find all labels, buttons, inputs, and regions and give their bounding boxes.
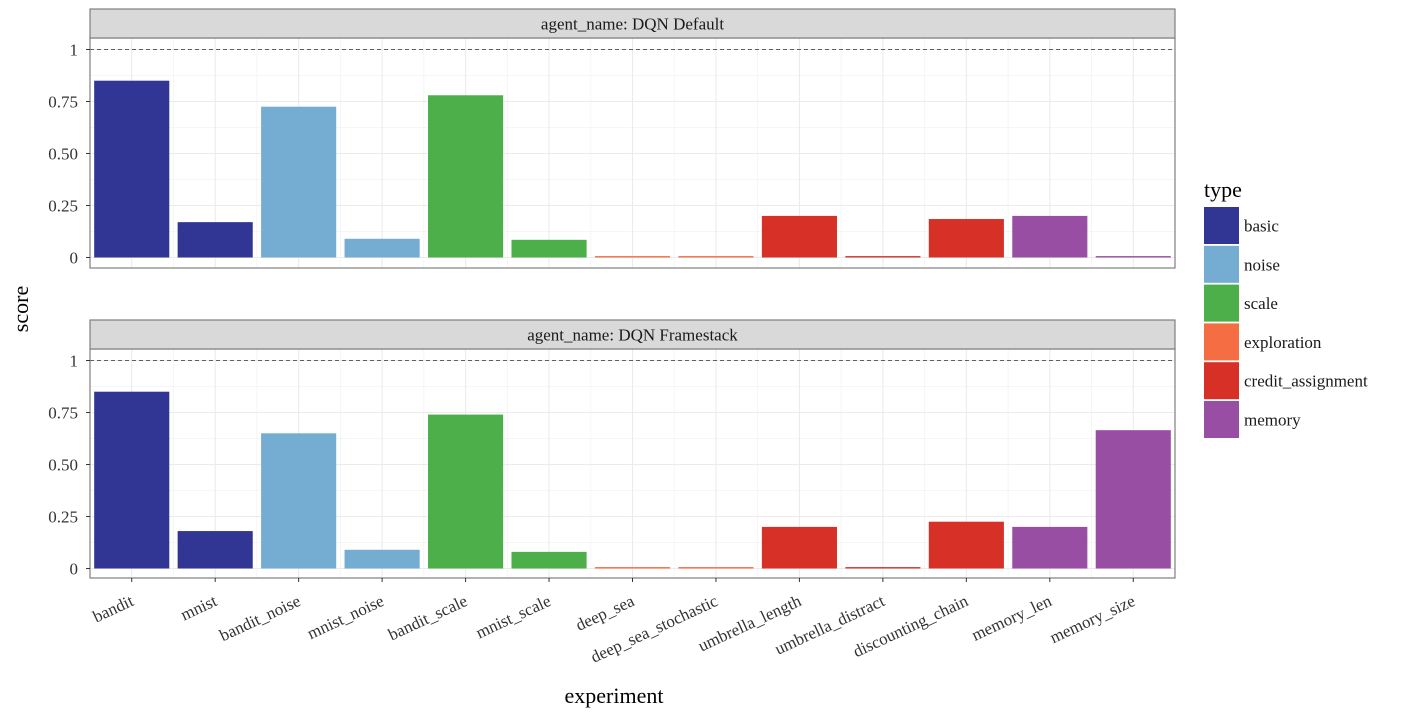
y-axis-title: score [8, 286, 33, 332]
bar-memory_len [1012, 526, 1088, 569]
bar-deep_sea [594, 256, 671, 258]
x-tick-label: mnist_noise [304, 591, 387, 643]
bar-mnist_scale [511, 551, 587, 569]
bar-mnist_noise [344, 238, 420, 258]
legend-item-noise: noise [1204, 245, 1280, 283]
bar-mnist_noise [344, 549, 420, 569]
bar-umbrella_distract [845, 256, 921, 258]
bar-deep_sea_stochastic [678, 256, 754, 258]
y-tick-label: 0.25 [48, 197, 78, 216]
y-tick-label: 1 [70, 41, 79, 60]
facet-strip [89, 319, 1176, 350]
x-tick-label: memory_size [1047, 591, 1138, 647]
facet-panel: agent_name: DQN Framestack 0 0.25 0.50 0.75 1 [48, 319, 1176, 579]
panels: agent_name: DQN Default00.250.500.751age… [48, 8, 1176, 579]
legend-swatch [1204, 362, 1239, 400]
bar-discounting_chain [928, 219, 1004, 258]
legend-swatch [1204, 323, 1239, 361]
x-tick-label: bandit [90, 591, 137, 626]
y-tick-label: 0.50 [48, 145, 78, 164]
x-tick-label: mnist [178, 591, 221, 624]
bar-memory_size [1095, 430, 1171, 569]
bar-bandit_noise [261, 106, 337, 258]
legend-label: noise [1244, 255, 1280, 274]
bar-umbrella_length [761, 215, 837, 258]
y-tick-label: 0.75 [48, 93, 78, 112]
legend-item-credit_assignment: credit_assignment [1204, 362, 1368, 400]
facet-strip [89, 8, 1176, 39]
y-tick-label: 0.50 [48, 456, 78, 475]
x-tick-label: bandit_noise [217, 591, 304, 645]
bar-deep_sea_stochastic [678, 567, 754, 569]
legend-label: exploration [1244, 333, 1322, 352]
legend-swatch [1204, 207, 1239, 244]
legend-label: scale [1244, 294, 1278, 313]
legend-swatch [1204, 245, 1239, 283]
y-tick-label: 0.25 [48, 508, 78, 527]
legend-label: memory [1244, 411, 1301, 430]
facet-strip-title: agent_name: DQN Framestack [527, 326, 738, 345]
legend-item-exploration: exploration [1204, 323, 1322, 361]
bar-bandit [94, 80, 170, 258]
legend-title: type [1204, 177, 1242, 202]
x-tick-label: memory_len [969, 591, 1055, 645]
x-tick-label: mnist_scale [473, 591, 554, 642]
bar-umbrella_distract [845, 567, 921, 569]
bar-mnist [177, 222, 253, 258]
x-axis-title: experiment [565, 683, 664, 708]
bar-bandit_scale [428, 95, 504, 258]
legend-item-scale: scale [1204, 284, 1278, 322]
bar-mnist_scale [511, 239, 587, 258]
facet-strip-title: agent_name: DQN Default [541, 15, 724, 34]
x-tick-label: bandit_scale [385, 591, 470, 644]
legend-item-memory: memory [1204, 401, 1301, 438]
bar-umbrella_length [761, 526, 837, 569]
x-tick-label: deep_sea [573, 591, 638, 635]
facet-panel: agent_name: DQN Default 0 0.25 0.50 0.75 1 [48, 8, 1176, 269]
bar-bandit [94, 391, 170, 569]
bar-bandit_noise [261, 433, 337, 569]
y-tick-label: 0.75 [48, 404, 78, 423]
legend-label: basic [1244, 217, 1279, 236]
bar-mnist [177, 531, 253, 569]
bar-memory_size [1095, 256, 1171, 258]
legend: type basic noise scale exploration credit_as… [1204, 177, 1368, 438]
legend-item-basic: basic [1204, 207, 1279, 244]
bar-memory_len [1012, 215, 1088, 258]
bar-discounting_chain [928, 521, 1004, 569]
legend-swatch [1204, 284, 1239, 322]
legend-label: credit_assignment [1244, 372, 1368, 391]
bar-bandit_scale [428, 414, 504, 569]
y-tick-label: 0 [70, 249, 79, 268]
legend-swatch [1204, 401, 1239, 438]
y-tick-label: 0 [70, 560, 79, 579]
bar-deep_sea [594, 567, 671, 569]
y-tick-label: 1 [70, 352, 79, 371]
